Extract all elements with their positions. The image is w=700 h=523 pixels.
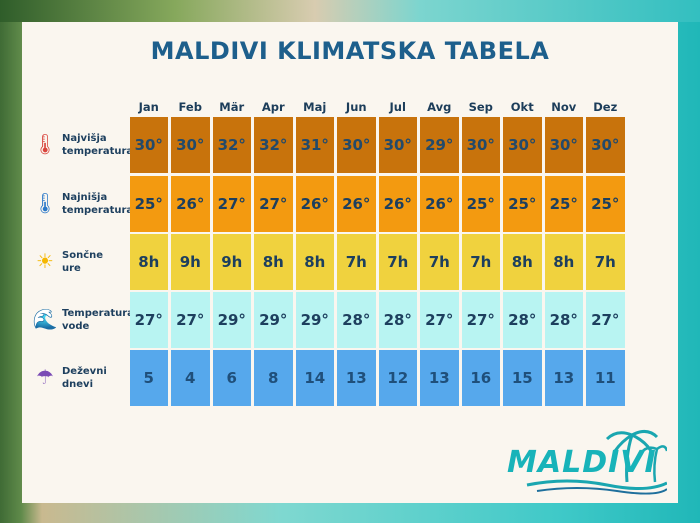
table-cell: 6 bbox=[212, 350, 251, 406]
row-label: Temperatura vode bbox=[62, 307, 134, 333]
table-cell: 7h bbox=[420, 234, 459, 290]
table-cell: 26° bbox=[420, 176, 459, 232]
month-header: Dez bbox=[593, 100, 618, 114]
table-cell: 28° bbox=[503, 292, 542, 348]
month-header: Avg bbox=[427, 100, 452, 114]
table-cell: 27° bbox=[461, 292, 500, 348]
month-header: Jun bbox=[345, 100, 367, 114]
table-cell: 28° bbox=[378, 292, 417, 348]
page-title: MALDIVI KLIMATSKA TABELA bbox=[150, 37, 550, 65]
table-cell: 29° bbox=[420, 117, 459, 173]
climate-card: MALDIVI KLIMATSKA TABELA MALDIVI Jan Feb M… bbox=[22, 22, 678, 503]
row-label: Sončne ure bbox=[62, 249, 103, 275]
table-cell: 13 bbox=[420, 350, 459, 406]
month-header: Sep bbox=[468, 100, 493, 114]
month-header: Nov bbox=[551, 100, 577, 114]
table-cell: 32° bbox=[212, 117, 251, 173]
table-cell: 28° bbox=[337, 292, 376, 348]
month-header: Maj bbox=[303, 100, 327, 114]
row-label-line1: Deževni bbox=[62, 366, 107, 377]
table-cell: 30° bbox=[544, 117, 583, 173]
palm-tree-icon bbox=[526, 430, 667, 495]
month-header: Mär bbox=[219, 100, 245, 114]
table-cell: 30° bbox=[129, 117, 168, 173]
row-label-line2: vode bbox=[62, 321, 90, 332]
table-cell: 7h bbox=[337, 234, 376, 290]
table-cell: 9h bbox=[171, 234, 210, 290]
row-label-line1: Sončne bbox=[62, 250, 104, 261]
table-cell: 11 bbox=[586, 350, 625, 406]
row-label: Najvišja temperatura bbox=[62, 132, 133, 158]
table-cell: 30° bbox=[378, 117, 417, 173]
table-cell: 4 bbox=[171, 350, 210, 406]
table-cell: 27° bbox=[171, 292, 210, 348]
month-header: Apr bbox=[261, 100, 285, 114]
table-cell: 8h bbox=[503, 234, 542, 290]
table-cell: 27° bbox=[420, 292, 459, 348]
table-cell: 27° bbox=[586, 292, 625, 348]
row-label-line2: ure bbox=[62, 263, 81, 274]
table-cell: 12 bbox=[378, 350, 417, 406]
table-cell: 30° bbox=[171, 117, 210, 173]
table-cell: 26° bbox=[171, 176, 210, 232]
table-cell: 30° bbox=[337, 117, 376, 173]
table-cell: 25° bbox=[544, 176, 583, 232]
table-cell: 26° bbox=[337, 176, 376, 232]
table-cell: 29° bbox=[254, 292, 293, 348]
wave-icon: 🌊 bbox=[32, 307, 58, 331]
maldivi-logo: MALDIVI bbox=[507, 427, 667, 497]
row-label: Deževni dnevi bbox=[62, 365, 107, 391]
table-cell: 8h bbox=[295, 234, 334, 290]
table-cell: 29° bbox=[295, 292, 334, 348]
table-cell: 29° bbox=[212, 292, 251, 348]
table-cell: 25° bbox=[503, 176, 542, 232]
table-cell: 9h bbox=[212, 234, 251, 290]
table-cell: 26° bbox=[295, 176, 334, 232]
table-cell: 7h bbox=[461, 234, 500, 290]
row-label-line1: Najnišja bbox=[62, 192, 108, 203]
table-cell: 26° bbox=[378, 176, 417, 232]
month-header: Okt bbox=[510, 100, 534, 114]
table-cell: 15 bbox=[503, 350, 542, 406]
table-cell: 16 bbox=[461, 350, 500, 406]
table-cell: 25° bbox=[461, 176, 500, 232]
row-label-line2: temperatura bbox=[62, 146, 134, 157]
row-label-line2: temperatura bbox=[62, 205, 134, 216]
table-cell: 27° bbox=[129, 292, 168, 348]
month-header: Jul bbox=[389, 100, 406, 114]
table-cell: 8h bbox=[129, 234, 168, 290]
table-cell: 13 bbox=[337, 350, 376, 406]
table-cell: 31° bbox=[295, 117, 334, 173]
table-cell: 5 bbox=[129, 350, 168, 406]
table-cell: 27° bbox=[254, 176, 293, 232]
sun-icon: ☀ bbox=[36, 249, 54, 273]
thermometer-blue-icon: 🌡 bbox=[32, 191, 58, 215]
table-cell: 30° bbox=[461, 117, 500, 173]
table-cell: 25° bbox=[586, 176, 625, 232]
table-cell: 27° bbox=[212, 176, 251, 232]
background-image bbox=[0, 0, 700, 22]
table-cell: 8h bbox=[254, 234, 293, 290]
row-label-line1: Temperatura bbox=[62, 308, 134, 319]
row-label-line1: Najvišja bbox=[62, 133, 107, 144]
table-cell: 28° bbox=[544, 292, 583, 348]
umbrella-icon: ☂ bbox=[36, 365, 54, 389]
row-label-line2: dnevi bbox=[62, 379, 94, 390]
month-header: Jan bbox=[138, 100, 159, 114]
table-cell: 7h bbox=[586, 234, 625, 290]
table-cell: 25° bbox=[129, 176, 168, 232]
logo-text: MALDIVI bbox=[507, 445, 657, 480]
month-header: Feb bbox=[178, 100, 202, 114]
table-cell: 8h bbox=[544, 234, 583, 290]
table-cell: 13 bbox=[544, 350, 583, 406]
table-cell: 14 bbox=[295, 350, 334, 406]
thermometer-red-icon: 🌡 bbox=[32, 132, 58, 156]
table-cell: 7h bbox=[378, 234, 417, 290]
table-cell: 8 bbox=[254, 350, 293, 406]
table-cell: 32° bbox=[254, 117, 293, 173]
row-label: Najnišja temperatura bbox=[62, 191, 133, 217]
table-cell: 30° bbox=[503, 117, 542, 173]
table-cell: 30° bbox=[586, 117, 625, 173]
